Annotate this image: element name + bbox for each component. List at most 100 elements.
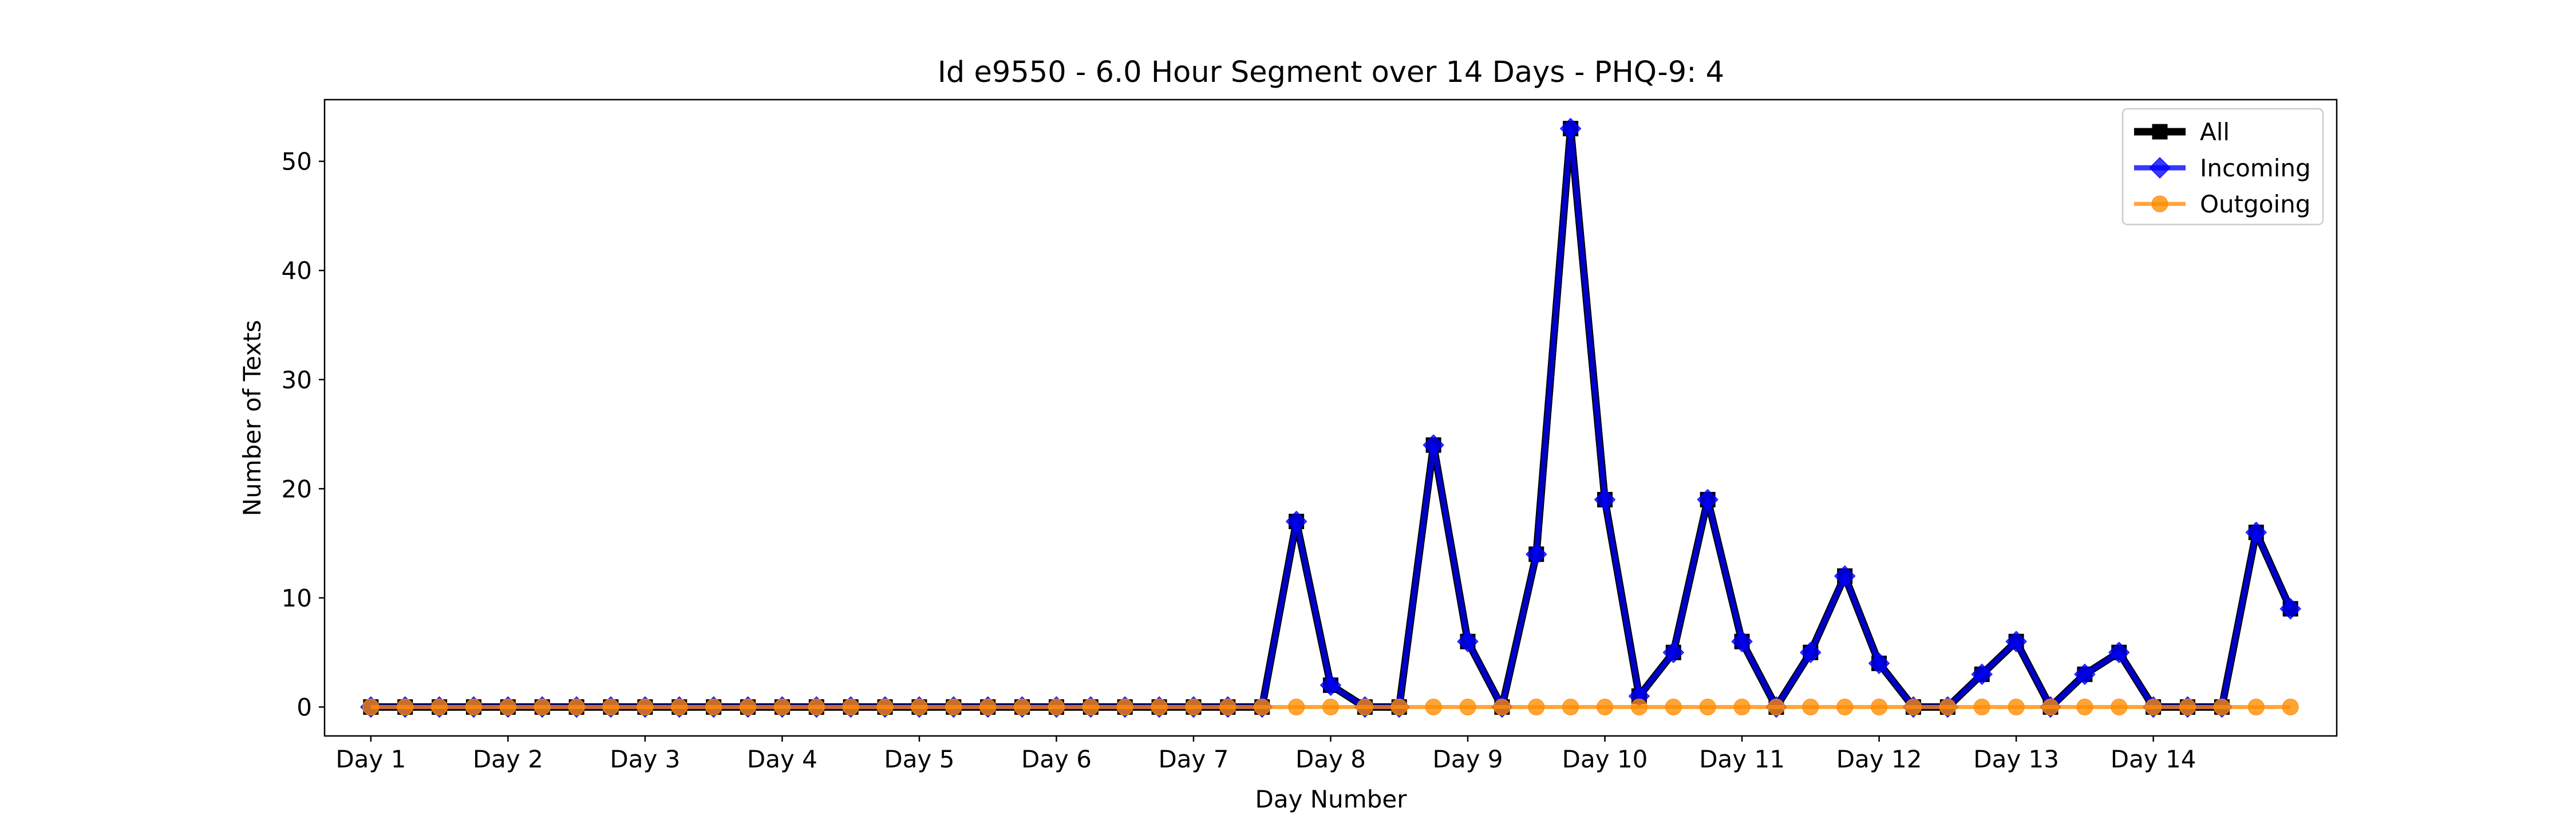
- outgoing-point: [1390, 699, 1408, 715]
- legend-entry: Incoming: [2134, 154, 2311, 182]
- outgoing-point: [911, 699, 928, 715]
- x-tick-label: Day 6: [1021, 745, 1092, 773]
- x-tick-label: Day 13: [1973, 745, 2059, 773]
- outgoing-point: [1322, 699, 1339, 715]
- outgoing-point: [602, 699, 619, 715]
- x-tick-label: Day 5: [884, 745, 954, 773]
- outgoing-point: [2042, 699, 2059, 715]
- outgoing-point: [1459, 699, 1476, 715]
- outgoing-point: [808, 699, 825, 715]
- incoming-point: [1800, 641, 1822, 663]
- outgoing-point: [1425, 699, 1442, 715]
- legend-label: Incoming: [2200, 154, 2311, 182]
- legend-entry: All: [2134, 118, 2230, 146]
- outgoing-point: [1699, 699, 1716, 715]
- series-lines: [360, 117, 2301, 718]
- x-tick-label: Day 8: [1295, 745, 1366, 773]
- outgoing-point: [637, 699, 654, 715]
- outgoing-point: [1905, 699, 1922, 715]
- outgoing-point: [1768, 699, 1785, 715]
- x-tick-label: Day 3: [610, 745, 680, 773]
- outgoing-point: [979, 699, 997, 715]
- incoming-point: [1285, 510, 1307, 533]
- legend-entry: Outgoing: [2134, 190, 2310, 218]
- outgoing-point: [705, 699, 722, 715]
- legend: All Incoming Outgoing: [2121, 108, 2324, 226]
- incoming-point: [2005, 631, 2027, 652]
- outgoing-point: [1014, 699, 1031, 715]
- outgoing-point: [1802, 699, 1819, 715]
- outgoing-point: [671, 699, 688, 715]
- y-tick-label: 30: [282, 366, 312, 394]
- outgoing-point: [876, 699, 894, 715]
- incoming-point: [1868, 652, 1890, 674]
- outgoing-point: [1836, 699, 1854, 715]
- outgoing-point: [1048, 699, 1065, 715]
- outgoing-point: [534, 699, 551, 715]
- outgoing-point: [773, 699, 791, 715]
- incoming-point: [1559, 117, 1582, 140]
- y-tick-label: 20: [282, 475, 312, 503]
- outgoing-point: [2247, 699, 2265, 715]
- y-axis-label: Number of Texts: [238, 320, 266, 517]
- outgoing-point: [2145, 699, 2162, 715]
- x-tick-label: Day 2: [473, 745, 543, 773]
- outgoing-point: [568, 699, 585, 715]
- outgoing-point: [1528, 699, 1545, 715]
- outgoing-point: [397, 699, 414, 715]
- incoming-point: [2245, 521, 2267, 544]
- axes: 0 10 20 30 40 50 Day 1 Day 2 Day 3 Day 4 Day 5 Day …: [282, 99, 2338, 773]
- incoming-point: [1834, 565, 1856, 587]
- y-tick-label: 50: [282, 148, 312, 176]
- incoming-point: [1457, 631, 1479, 652]
- outgoing-point: [2282, 699, 2299, 715]
- outgoing-point: [1733, 699, 1751, 715]
- outgoing-point: [1562, 699, 1579, 715]
- incoming-point: [2279, 598, 2301, 620]
- outgoing-point: [1185, 699, 1202, 715]
- outgoing-point: [499, 699, 516, 715]
- outgoing-point: [1151, 699, 1168, 715]
- outgoing-point: [1939, 699, 1956, 715]
- outgoing-point: [945, 699, 962, 715]
- x-tick-label: Day 11: [1699, 745, 1785, 773]
- outgoing-series: [362, 699, 2299, 715]
- incoming-point: [1731, 631, 1753, 652]
- y-tick-label: 10: [282, 584, 312, 612]
- outgoing-point: [431, 699, 448, 715]
- incoming-point: [1662, 641, 1685, 663]
- outgoing-point: [362, 699, 380, 715]
- incoming-point: [1423, 434, 1444, 456]
- x-tick-label: Day 1: [335, 745, 406, 773]
- outgoing-point: [2179, 699, 2196, 715]
- legend-box: [2121, 108, 2324, 226]
- incoming-point: [1319, 674, 1342, 696]
- outgoing-point: [2008, 699, 2025, 715]
- outgoing-point: [1082, 699, 1099, 715]
- x-tick-label: Day 14: [2111, 745, 2196, 773]
- outgoing-point: [465, 699, 482, 715]
- x-axis-label: Day Number: [1255, 785, 1407, 813]
- outgoing-point: [2213, 699, 2230, 715]
- outgoing-point: [1219, 699, 1236, 715]
- outgoing-point: [740, 699, 757, 715]
- outgoing-point: [1871, 699, 1888, 715]
- outgoing-point: [1116, 699, 1133, 715]
- outgoing-point: [1288, 699, 1305, 715]
- legend-label: Outgoing: [2200, 190, 2310, 218]
- outgoing-point: [1630, 699, 1647, 715]
- x-tick-label: Day 7: [1158, 745, 1228, 773]
- x-tick-label: Day 10: [1562, 745, 1648, 773]
- x-tick-label: Day 4: [747, 745, 817, 773]
- outgoing-point: [842, 699, 859, 715]
- x-tick-label: Day 9: [1433, 745, 1503, 773]
- outgoing-point: [1494, 699, 1511, 715]
- outgoing-point: [1597, 699, 1614, 715]
- y-tick-label: 40: [282, 257, 312, 285]
- outgoing-point: [1254, 699, 1271, 715]
- outgoing-point: [1356, 699, 1373, 715]
- outgoing-point: [2076, 699, 2093, 715]
- y-tick-label: 0: [297, 694, 312, 722]
- outgoing-point: [2111, 699, 2128, 715]
